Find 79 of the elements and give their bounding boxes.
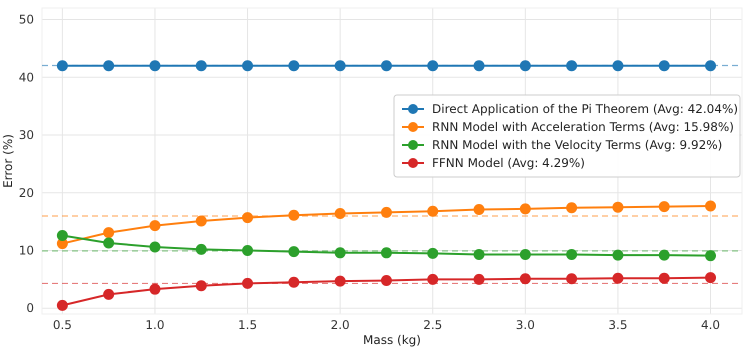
point	[566, 249, 578, 260]
point	[149, 220, 160, 232]
x-tick-label: 1.0	[145, 318, 165, 332]
point	[196, 60, 207, 72]
point	[196, 216, 207, 227]
point	[56, 230, 68, 241]
point	[103, 237, 114, 248]
point	[612, 60, 624, 72]
point	[612, 272, 624, 284]
point	[520, 203, 531, 214]
legend-label: RNN Model with Acceleration Terms (Avg: 15.98%)	[432, 120, 734, 134]
point	[196, 280, 207, 292]
point	[427, 60, 438, 72]
y-tick-label: 50	[18, 12, 34, 27]
point	[705, 60, 716, 72]
point	[380, 206, 392, 218]
point	[658, 60, 670, 72]
point	[196, 244, 207, 255]
point	[520, 273, 531, 284]
point	[474, 274, 485, 285]
x-tick-label: 0.5	[52, 318, 72, 332]
point	[520, 60, 531, 72]
point	[658, 250, 670, 261]
point	[566, 202, 578, 214]
point	[705, 250, 716, 262]
point	[612, 202, 624, 213]
point	[612, 250, 624, 261]
point	[427, 206, 438, 217]
x-axis-title: Mass (kg)	[363, 333, 421, 347]
point	[380, 60, 392, 72]
point	[566, 273, 578, 284]
point	[242, 244, 254, 256]
x-tick-label: 2.5	[423, 318, 442, 332]
point	[705, 200, 716, 212]
point	[56, 60, 68, 72]
x-tick-label: 3.0	[516, 318, 535, 332]
point	[149, 284, 160, 295]
point	[474, 204, 485, 215]
point	[705, 272, 716, 284]
y-tick-label: 0	[26, 301, 34, 316]
x-tick-label: 3.5	[608, 318, 628, 332]
point	[334, 276, 346, 287]
point	[242, 278, 254, 289]
point	[242, 60, 254, 72]
point	[103, 60, 114, 72]
x-tick-label: 1.5	[238, 318, 258, 332]
point	[380, 275, 392, 286]
point	[427, 248, 438, 259]
point	[427, 274, 438, 285]
point	[474, 249, 485, 260]
point	[566, 60, 578, 72]
y-tick-label: 30	[18, 128, 34, 142]
point	[334, 247, 346, 258]
y-tick-label: 10	[18, 243, 34, 258]
point	[56, 300, 68, 311]
y-tick-label: 20	[18, 186, 34, 200]
legend-label: FFNN Model (Avg: 4.29%)	[432, 156, 585, 170]
point	[103, 227, 114, 238]
point	[288, 246, 300, 258]
point	[149, 60, 160, 72]
point	[149, 242, 160, 253]
point	[288, 60, 300, 72]
point	[242, 212, 254, 224]
x-tick-label: 4.0	[700, 318, 720, 332]
point	[474, 60, 485, 72]
point	[288, 210, 300, 221]
point	[103, 288, 114, 300]
point	[288, 276, 300, 288]
point	[658, 272, 670, 284]
y-tick-label: 40	[18, 70, 34, 84]
point	[380, 247, 392, 258]
point	[520, 249, 531, 260]
y-axis-title: Error (%)	[1, 134, 15, 188]
legend-label: RNN Model with the Velocity Terms (Avg: 9.92%)	[432, 138, 722, 152]
legend-label: Direct Application of the Pi Theorem (Avg: 42.04%)	[432, 102, 738, 116]
x-tick-label: 2.0	[330, 318, 350, 332]
point	[334, 60, 346, 72]
point	[658, 201, 670, 212]
point	[334, 208, 346, 220]
